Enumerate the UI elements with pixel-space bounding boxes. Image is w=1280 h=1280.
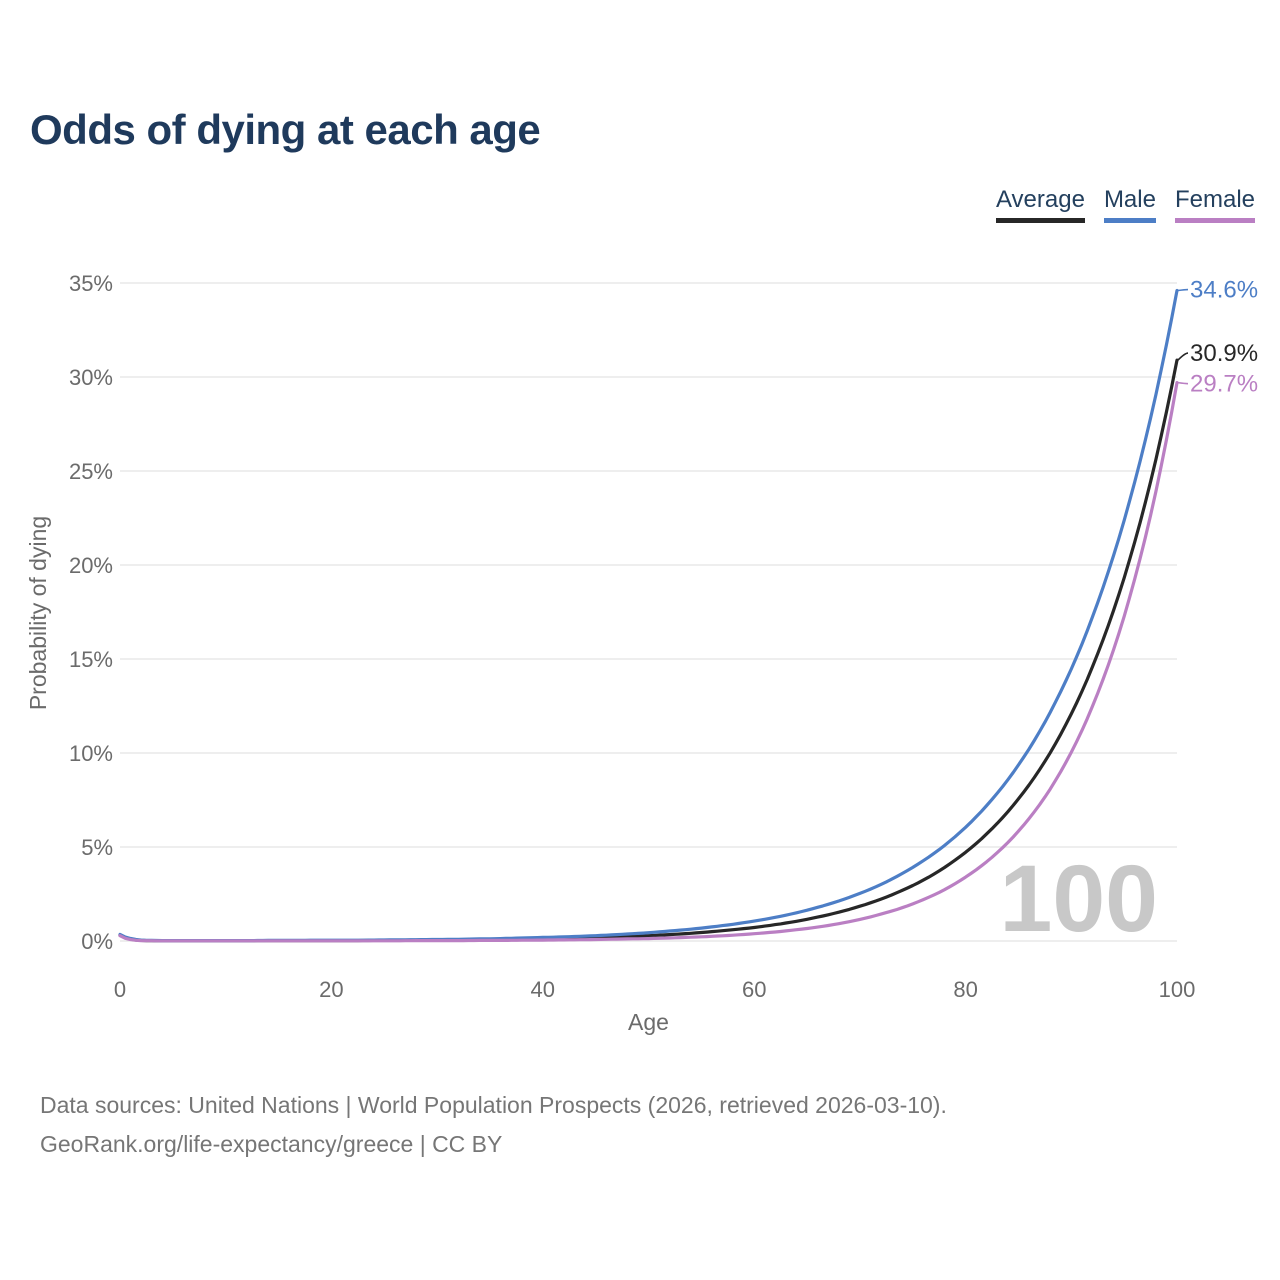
footer-datasource-line: Data sources: United Nations | World Pop… xyxy=(40,1092,947,1118)
x-tick-label: 100 xyxy=(1159,977,1196,1002)
y-tick-label: 30% xyxy=(69,365,113,390)
series-line-male xyxy=(118,288,1179,943)
legend-item-female[interactable]: Female xyxy=(1174,186,1255,223)
footer: Data sources: United Nations | World Pop… xyxy=(40,1086,947,1164)
x-tick-label: 20 xyxy=(319,977,343,1002)
end-label-tick xyxy=(1177,352,1189,361)
end-label-tick xyxy=(1177,381,1189,385)
end-label-female: 29.7% xyxy=(1190,371,1258,398)
legend-item-average[interactable]: Average xyxy=(995,186,1085,223)
y-tick-label: 35% xyxy=(69,271,113,296)
y-tick-label: 10% xyxy=(69,741,113,766)
x-tick-label: 0 xyxy=(114,977,126,1002)
legend: Average Male Female xyxy=(995,186,1255,223)
series-line-female xyxy=(118,381,1179,943)
y-tick-label: 15% xyxy=(69,647,113,672)
x-axis-title: Age xyxy=(628,1009,669,1035)
x-tick-label: 40 xyxy=(531,977,555,1002)
footer-attribution-line: GeoRank.org/life-expectancy/greece | CC … xyxy=(40,1131,503,1157)
x-tick-label: 60 xyxy=(742,977,766,1002)
y-tick-label: 0% xyxy=(81,929,113,954)
legend-item-male[interactable]: Male xyxy=(1103,186,1156,223)
end-label-tick xyxy=(1177,288,1189,292)
end-label-male: 34.6% xyxy=(1190,277,1258,304)
page-title: Odds of dying at each age xyxy=(30,106,541,153)
x-tick-label: 80 xyxy=(953,977,977,1002)
y-tick-label: 5% xyxy=(81,835,113,860)
y-axis-title: Probability of dying xyxy=(25,516,51,710)
end-label-average: 30.9% xyxy=(1190,340,1258,367)
y-tick-label: 25% xyxy=(69,459,113,484)
y-tick-label: 20% xyxy=(69,553,113,578)
watermark-age-label: 100 xyxy=(999,846,1158,952)
